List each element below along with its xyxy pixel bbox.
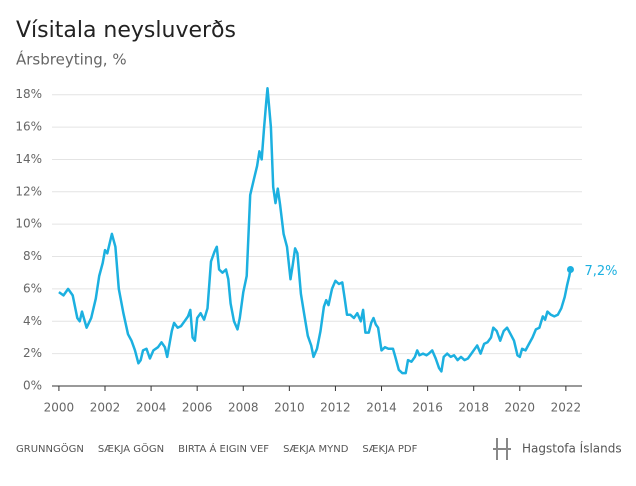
x-tick-label: 2006 xyxy=(182,401,213,415)
y-tick-label: 10% xyxy=(15,217,42,231)
y-tick-label: 8% xyxy=(23,249,42,263)
data-line xyxy=(58,86,572,375)
y-tick-label: 18% xyxy=(15,87,42,101)
x-tick-label: 2012 xyxy=(320,401,351,415)
y-tick-label: 2% xyxy=(23,346,42,360)
y-tick-label: 6% xyxy=(23,281,42,295)
footer-link[interactable]: SÆKJA MYND xyxy=(283,444,349,455)
chart-title: Vísitala neysluverðs xyxy=(16,18,236,43)
end-label: 7,2% xyxy=(584,264,617,279)
x-tick-label: 2016 xyxy=(412,401,443,415)
end-point xyxy=(566,265,574,273)
footer-link[interactable]: SÆKJA PDF xyxy=(362,444,417,455)
y-tick-label: 14% xyxy=(15,152,42,166)
y-tick-label: 4% xyxy=(23,314,42,328)
footer-link[interactable]: SÆKJA GÖGN xyxy=(98,442,164,455)
y-tick-label: 12% xyxy=(15,184,42,198)
x-tick-label: 2002 xyxy=(90,401,121,415)
logo-text: Hagstofa Íslands xyxy=(522,441,622,456)
x-tick-label: 2010 xyxy=(274,401,305,415)
x-tick-label: 2004 xyxy=(136,401,167,415)
footer-link[interactable]: GRUNNGÖGN xyxy=(16,442,84,455)
y-tick-label: 16% xyxy=(15,120,42,134)
chart-subtitle: Ársbreyting, % xyxy=(16,50,127,69)
x-tick-label: 2008 xyxy=(228,401,259,415)
footer-link[interactable]: BIRTA Á EIGIN VEF xyxy=(178,442,269,455)
x-tick-label: 2022 xyxy=(551,401,582,415)
x-tick-label: 2000 xyxy=(44,401,75,415)
x-tick-label: 2014 xyxy=(366,401,397,415)
y-tick-label: 0% xyxy=(23,379,42,393)
logo-icon xyxy=(493,438,511,460)
x-tick-label: 2018 xyxy=(458,401,489,415)
x-tick-label: 2020 xyxy=(505,401,536,415)
